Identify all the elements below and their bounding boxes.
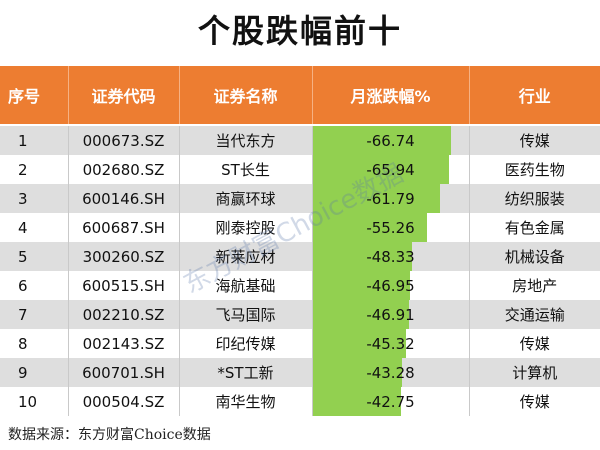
table-row: 3 600146.SH 商赢环球 -61.79 纺织服装 — [0, 184, 600, 213]
stock-table: 序号 证券代码 证券名称 月涨跌幅% 行业 1 000673.SZ 当代东方 -66.… — [0, 66, 600, 416]
change-value: -55.26 — [366, 218, 415, 237]
cell-change: -46.95 — [312, 271, 470, 300]
cell-name: 印纪传媒 — [179, 329, 313, 358]
cell-code: 000504.SZ — [68, 387, 180, 416]
source-note: 数据来源：东方财富Choice数据 — [8, 427, 211, 443]
header-industry: 行业 — [469, 66, 600, 126]
table-row: 10 000504.SZ 南华生物 -42.75 传媒 — [0, 387, 600, 416]
change-value: -65.94 — [366, 160, 415, 179]
table-row: 1 000673.SZ 当代东方 -66.74 传媒 — [0, 125, 600, 155]
cell-rank: 1 — [0, 125, 69, 155]
cell-name: 当代东方 — [179, 125, 313, 155]
cell-rank: 8 — [0, 329, 69, 358]
table-row: 2 002680.SZ ST长生 -65.94 医药生物 — [0, 155, 600, 184]
cell-industry: 纺织服装 — [469, 184, 600, 213]
cell-rank: 9 — [0, 358, 69, 387]
cell-code: 300260.SZ — [68, 242, 180, 271]
cell-name: 新莱应材 — [179, 242, 313, 271]
cell-code: 002680.SZ — [68, 155, 180, 184]
cell-industry: 传媒 — [469, 125, 600, 155]
cell-name: 海航基础 — [179, 271, 313, 300]
cell-industry: 有色金属 — [469, 213, 600, 242]
table-row: 6 600515.SH 海航基础 -46.95 房地产 — [0, 271, 600, 300]
cell-name: ST长生 — [179, 155, 313, 184]
change-value: -66.74 — [366, 131, 415, 150]
cell-code: 600701.SH — [68, 358, 180, 387]
table-row: 5 300260.SZ 新莱应材 -48.33 机械设备 — [0, 242, 600, 271]
change-value: -61.79 — [366, 189, 415, 208]
cell-industry: 机械设备 — [469, 242, 600, 271]
change-bar — [312, 184, 441, 213]
page-title: 个股跌幅前十 — [197, 12, 402, 50]
change-bar — [312, 300, 410, 329]
change-value: -45.32 — [366, 334, 415, 353]
change-bar — [312, 155, 449, 184]
cell-name: 刚泰控股 — [179, 213, 313, 242]
cell-change: -66.74 — [312, 125, 470, 155]
cell-change: -45.32 — [312, 329, 470, 358]
table-row: 7 002210.SZ 飞马国际 -46.91 交通运输 — [0, 300, 600, 329]
cell-name: 南华生物 — [179, 387, 313, 416]
header-change: 月涨跌幅% — [312, 66, 470, 126]
cell-code: 600146.SH — [68, 184, 180, 213]
change-bar — [312, 387, 401, 416]
cell-change: -48.33 — [312, 242, 470, 271]
cell-industry: 交通运输 — [469, 300, 600, 329]
cell-industry: 房地产 — [469, 271, 600, 300]
change-value: -46.91 — [366, 305, 415, 324]
change-bar — [312, 126, 451, 155]
cell-change: -46.91 — [312, 300, 470, 329]
header-rank: 序号 — [0, 66, 69, 126]
change-bar — [312, 358, 402, 387]
cell-name: 飞马国际 — [179, 300, 313, 329]
cell-name: *ST工新 — [179, 358, 313, 387]
cell-industry: 传媒 — [469, 387, 600, 416]
table-header: 序号 证券代码 证券名称 月涨跌幅% 行业 — [0, 66, 600, 126]
cell-code: 000673.SZ — [68, 125, 180, 155]
cell-code: 002143.SZ — [68, 329, 180, 358]
header-name: 证券名称 — [179, 66, 313, 126]
cell-rank: 10 — [0, 387, 69, 416]
change-bar — [312, 271, 410, 300]
cell-change: -61.79 — [312, 184, 470, 213]
change-value: -48.33 — [366, 247, 415, 266]
cell-rank: 2 — [0, 155, 69, 184]
cell-change: -55.26 — [312, 213, 470, 242]
change-value: -46.95 — [366, 276, 415, 295]
cell-code: 600687.SH — [68, 213, 180, 242]
cell-industry: 传媒 — [469, 329, 600, 358]
change-bar — [312, 329, 407, 358]
table-row: 8 002143.SZ 印纪传媒 -45.32 传媒 — [0, 329, 600, 358]
cell-change: -43.28 — [312, 358, 470, 387]
cell-code: 002210.SZ — [68, 300, 180, 329]
change-value: -43.28 — [366, 363, 415, 382]
table-row: 9 600701.SH *ST工新 -43.28 计算机 — [0, 358, 600, 387]
cell-rank: 5 — [0, 242, 69, 271]
cell-code: 600515.SH — [68, 271, 180, 300]
cell-rank: 7 — [0, 300, 69, 329]
cell-rank: 3 — [0, 184, 69, 213]
cell-industry: 医药生物 — [469, 155, 600, 184]
change-bar — [312, 242, 413, 271]
table-row: 4 600687.SH 刚泰控股 -55.26 有色金属 — [0, 213, 600, 242]
cell-name: 商赢环球 — [179, 184, 313, 213]
table-body: 1 000673.SZ 当代东方 -66.74 传媒 2 002680.SZ ST长生 -65.… — [0, 125, 600, 416]
cell-rank: 6 — [0, 271, 69, 300]
cell-industry: 计算机 — [469, 358, 600, 387]
cell-rank: 4 — [0, 213, 69, 242]
change-value: -42.75 — [366, 392, 415, 411]
change-bar — [312, 213, 427, 242]
header-code: 证券代码 — [68, 66, 180, 126]
cell-change: -42.75 — [312, 387, 470, 416]
cell-change: -65.94 — [312, 155, 470, 184]
